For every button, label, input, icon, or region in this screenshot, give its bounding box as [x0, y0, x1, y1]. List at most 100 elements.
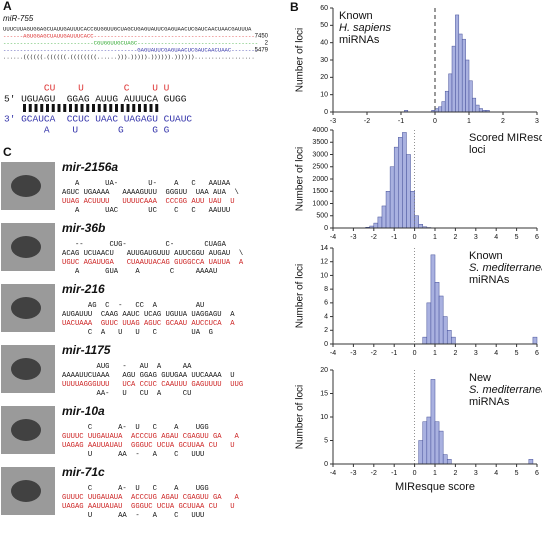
- bar: [448, 73, 453, 113]
- bar: [398, 137, 403, 229]
- bar: [461, 38, 466, 113]
- x-tick-label: 3: [474, 470, 478, 477]
- x-axis-label: MIResque score: [395, 481, 475, 493]
- annotation: loci: [469, 144, 486, 156]
- bar: [434, 421, 440, 465]
- hairpin-line: A GUA A C AAAAU: [62, 268, 217, 276]
- read-count: 5479: [255, 48, 269, 54]
- x-tick-label: 3: [535, 118, 539, 125]
- hairpin-name: mir-71c: [62, 465, 105, 479]
- base-pair: [126, 104, 130, 112]
- annotation: New: [469, 372, 491, 384]
- alignment-line: ----------------------------------------…: [3, 46, 258, 53]
- y-tick-label: 60: [320, 5, 328, 12]
- bar: [385, 191, 391, 229]
- hairpin-line: U AA - A C UUU: [62, 512, 204, 520]
- alignment-line: ------AGUGGAGCUAUUGAUUUCACC-------------…: [3, 32, 255, 39]
- base-pair: [155, 104, 159, 112]
- x-tick-label: 4: [494, 350, 498, 357]
- y-axis-label: Number of loci: [295, 147, 306, 211]
- hairpin-line: C A U U C UA G: [62, 329, 213, 337]
- hairpin-name: mir-10a: [62, 404, 105, 418]
- hairpin-line: A UAC UC C C AAUUU: [62, 207, 230, 215]
- base-pair: [132, 104, 136, 112]
- hairpin-line: AUGAUUU CAAG AAUC UCAG UGUUA UAGGAGU A: [62, 311, 235, 319]
- y-tick-label: 8: [324, 286, 328, 293]
- bar: [528, 459, 534, 465]
- alignment-line: ......((((((.((((((.((((((((......))).))…: [3, 53, 255, 60]
- hairpin-line: GUUUC UUGAUAUA ACCCUG AGAU CGAGUU GA A: [62, 433, 240, 441]
- x-tick-label: 1: [433, 350, 437, 357]
- base-pair: [120, 104, 124, 112]
- x-tick-label: 5: [515, 234, 519, 241]
- x-tick-label: -4: [330, 470, 336, 477]
- mirna-name: miR-755: [3, 14, 34, 23]
- x-tick-label: 6: [535, 470, 539, 477]
- hairpin-line: UACUAAA GUUC UUAG AGUC GCAAU AUCCUCA A: [62, 320, 235, 328]
- hairpin-line: 5' UGUAGU GGAG AUUG AUUUCA GUGG: [4, 94, 198, 105]
- base-pair: [74, 104, 78, 112]
- y-tick-label: 500: [316, 213, 328, 220]
- base-pair: [40, 104, 44, 112]
- y-tick-label: 0: [324, 341, 328, 348]
- bar: [418, 440, 424, 465]
- alignment-line: UUUCUUAGUGGAGCUAUUGAUUUCACCGUGGUUGCUAGCU…: [3, 25, 252, 32]
- bar: [377, 216, 383, 229]
- x-tick-label: -3: [350, 350, 356, 357]
- read-count: 2: [265, 41, 269, 47]
- hairpin-line: AG C - CC A AU: [62, 302, 204, 310]
- y-tick-label: 2: [324, 327, 328, 334]
- x-tick-label: 2: [453, 234, 457, 241]
- y-tick-label: 30: [320, 57, 328, 64]
- hairpin-name: mir-2156a: [62, 160, 118, 174]
- y-tick-label: 14: [320, 245, 328, 252]
- annotation: Known: [469, 250, 503, 262]
- base-pair: [51, 104, 55, 112]
- hairpin-line: UUUUAGGGUUU UCA CCUC CAAUUU GAGUUUU UUG: [62, 381, 243, 389]
- hairpin-line: A UA- U- A C AAUAA: [62, 180, 231, 188]
- panel-label: C: [3, 145, 12, 159]
- y-tick-label: 40: [320, 40, 328, 47]
- annotation: Scored MIResque: [469, 132, 542, 144]
- bar: [468, 80, 473, 113]
- y-tick-label: 0: [324, 461, 328, 468]
- annotation: Known: [339, 10, 373, 22]
- bar: [444, 90, 449, 113]
- y-tick-label: 20: [320, 367, 328, 374]
- hairpin-line: AAAAUUCUAAA AGU GGAG GUUGAA UUCAAAA U: [62, 372, 235, 380]
- x-tick-label: 6: [535, 234, 539, 241]
- x-tick-label: 2: [501, 118, 505, 125]
- y-tick-label: 0: [324, 225, 328, 232]
- x-tick-label: 6: [535, 350, 539, 357]
- bar: [381, 205, 387, 229]
- base-pair: [92, 104, 95, 112]
- hairpin-line: UAGAG AAUUAUAU GGGUC UCUA GCUUAA CU U: [62, 503, 235, 511]
- bar: [465, 59, 470, 113]
- x-tick-label: -2: [364, 118, 370, 125]
- y-tick-label: 5: [324, 437, 328, 444]
- hairpin-line: UUAG ACUUUU UUUUCAAA CCCGG AUU UAU U: [62, 198, 235, 206]
- base-pair: [46, 104, 49, 112]
- annotation: miRNAs: [469, 396, 510, 408]
- x-tick-label: -1: [391, 470, 397, 477]
- base-pair: [63, 104, 67, 112]
- bar: [430, 379, 436, 465]
- base-pair: [149, 104, 153, 112]
- hairpin-line: ACAG UCUAACU AUUGAUGUUU AUUCGGU AUGAU \: [62, 250, 243, 258]
- hairpin-line: 3' GCAUCA CCUC UAAC UAGAGU CUAUC: [4, 114, 198, 125]
- x-tick-label: 0: [413, 234, 417, 241]
- x-tick-label: -3: [350, 470, 356, 477]
- bar: [410, 191, 415, 229]
- read-count: 7450: [255, 34, 269, 40]
- bar: [451, 336, 456, 345]
- panel-label: B: [290, 0, 299, 14]
- blot-spot: [11, 419, 41, 441]
- bar: [414, 215, 419, 229]
- hairpin-name: mir-216: [62, 282, 105, 296]
- base-pair: [86, 104, 90, 112]
- y-axis-label: Number of loci: [295, 28, 306, 92]
- panel-label: A: [3, 0, 12, 13]
- bar: [446, 330, 452, 345]
- hairpin-line: AA- U CU A CU: [62, 390, 191, 398]
- y-tick-label: 4: [324, 313, 328, 320]
